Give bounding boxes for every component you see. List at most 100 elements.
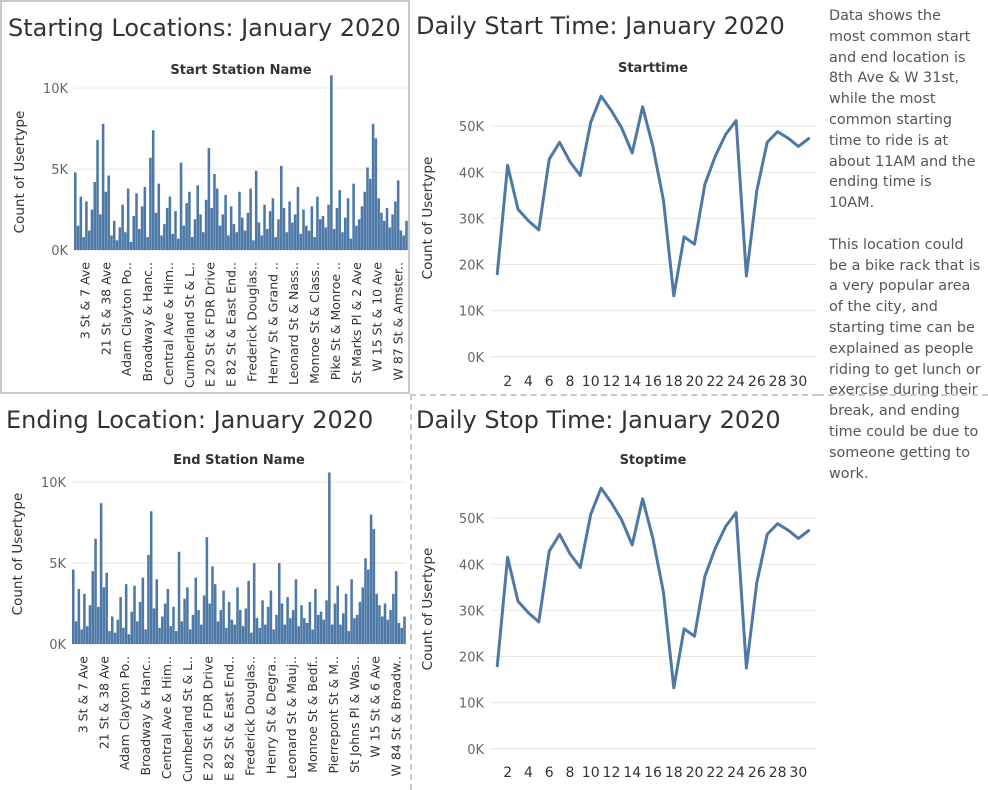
bar xyxy=(169,626,172,644)
x-tick-label: E 20 St & FDR Drive xyxy=(201,656,216,781)
bar xyxy=(316,614,320,644)
bar xyxy=(371,123,375,250)
x-tick-label: Leonard St & Nass.. xyxy=(286,262,301,385)
y-tick-label: 20K xyxy=(459,259,485,274)
bar xyxy=(202,595,206,644)
bar xyxy=(149,511,153,644)
x-tick-label: 28 xyxy=(769,374,787,390)
x-tick-label: 6 xyxy=(545,374,554,390)
bar xyxy=(229,206,233,250)
x-tick-label: 14 xyxy=(623,374,641,390)
bar xyxy=(310,206,314,250)
bar xyxy=(385,207,389,250)
x-tick-label: 6 xyxy=(545,765,554,781)
bar xyxy=(154,212,158,250)
bar xyxy=(85,626,89,644)
bar xyxy=(80,629,83,644)
x-tick-label: 18 xyxy=(665,374,683,390)
bar xyxy=(77,588,81,644)
bar xyxy=(82,237,85,250)
dashboard-note: Data shows the most common start and end… xyxy=(829,6,981,505)
x-tick-label: Cumberland St & L.. xyxy=(182,262,197,388)
bar xyxy=(391,214,394,250)
bar xyxy=(163,224,166,250)
bar xyxy=(405,220,408,250)
bar xyxy=(258,627,262,644)
x-tick-label: 30 xyxy=(789,765,807,781)
x-tick-label: 21 St & 38 Ave xyxy=(96,656,111,750)
bar xyxy=(346,198,350,250)
x-tick-label: 10 xyxy=(582,765,600,781)
bar xyxy=(207,148,211,250)
bar xyxy=(130,611,134,644)
chart-title: Stoptime xyxy=(620,453,687,468)
bar xyxy=(332,228,336,250)
bar xyxy=(308,601,312,644)
bar xyxy=(324,227,328,250)
bar xyxy=(213,173,216,250)
bar xyxy=(307,230,311,250)
bar xyxy=(218,225,222,250)
bar xyxy=(72,569,75,644)
x-tick-label: 20 xyxy=(686,765,704,781)
x-tick-label: 4 xyxy=(524,765,533,781)
bar xyxy=(202,232,205,250)
x-tick-label: 24 xyxy=(727,765,745,781)
bar xyxy=(138,601,142,644)
x-tick-label: W 84 St & Broadw.. xyxy=(389,656,404,776)
bar xyxy=(303,618,306,644)
bar xyxy=(172,606,175,644)
bar xyxy=(225,627,228,644)
bar xyxy=(291,610,295,644)
bar xyxy=(94,538,97,644)
y-axis-label: Count of Usertype xyxy=(10,493,26,616)
bar xyxy=(275,614,278,644)
x-tick-label: Henry St & Degra.. xyxy=(263,656,278,774)
bar xyxy=(161,616,164,644)
bar xyxy=(318,219,322,250)
x-tick-label: 16 xyxy=(644,374,662,390)
x-tick-label: 26 xyxy=(748,374,766,390)
x-tick-label: 2 xyxy=(503,374,512,390)
bar xyxy=(341,613,345,644)
bar xyxy=(280,603,284,644)
bar xyxy=(396,180,400,250)
bar xyxy=(274,237,277,250)
bar xyxy=(102,587,106,644)
bar xyxy=(341,232,344,250)
bar xyxy=(264,624,267,644)
bar xyxy=(250,632,253,644)
bar xyxy=(196,185,200,250)
bar xyxy=(227,235,230,250)
bar xyxy=(99,214,102,250)
bar xyxy=(190,237,194,250)
x-tick-label: W 15 St & 6 Ave xyxy=(368,656,383,758)
bar xyxy=(132,216,136,250)
bar xyxy=(372,529,376,644)
bar xyxy=(99,503,103,644)
bar xyxy=(121,204,124,250)
bar xyxy=(110,616,114,644)
bar xyxy=(355,614,359,644)
bar xyxy=(360,206,364,250)
bar xyxy=(246,212,250,250)
y-tick-label: 0K xyxy=(467,743,484,758)
bar xyxy=(305,225,308,250)
bar xyxy=(313,237,316,250)
x-tick-label: Adam Clayton Po.. xyxy=(119,262,134,376)
bar xyxy=(327,204,330,250)
bar xyxy=(239,610,242,644)
y-tick-label: 50K xyxy=(459,120,485,135)
x-tick-label: 8 xyxy=(565,765,574,781)
panel-title: Ending Location: January 2020 xyxy=(6,406,374,434)
bar xyxy=(199,214,202,250)
bar xyxy=(138,228,141,250)
bar xyxy=(151,130,155,250)
panel-title: Starting Locations: January 2020 xyxy=(8,14,401,42)
bar xyxy=(185,203,188,250)
bar xyxy=(397,622,401,644)
x-tick-label: 12 xyxy=(603,374,621,390)
bar xyxy=(136,621,139,644)
bar xyxy=(205,537,209,644)
bar xyxy=(286,597,289,644)
